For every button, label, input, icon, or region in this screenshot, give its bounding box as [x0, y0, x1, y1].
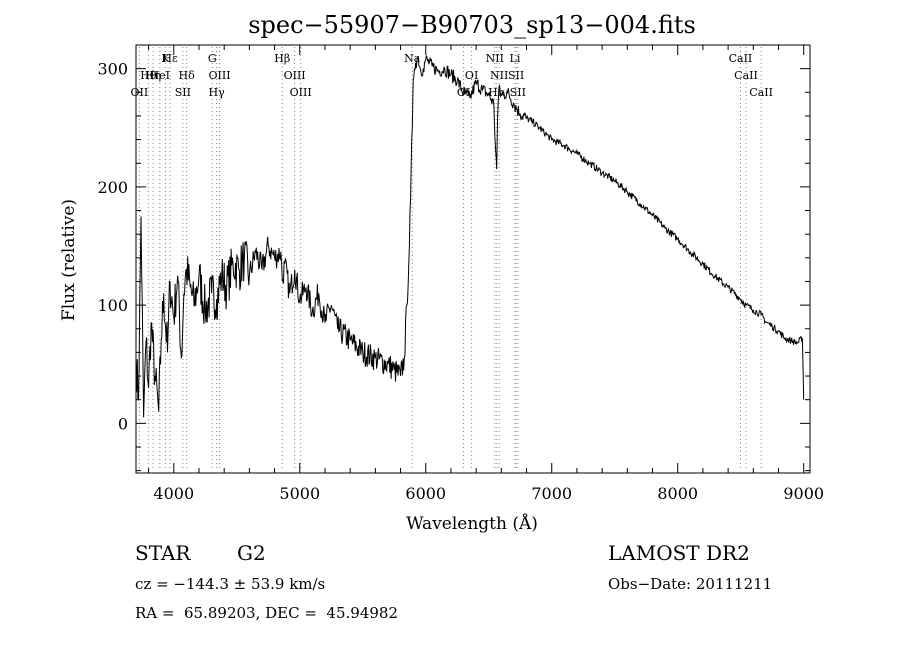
line-label: Hδ: [179, 69, 196, 82]
line-label: OIII: [284, 69, 306, 82]
line-label: G: [208, 52, 217, 65]
axis-ticks: 4000 5000 6000 7000 8000 9000 0 100 200 300: [97, 44, 824, 503]
line-label: CaII: [734, 69, 758, 82]
line-label: Hθ: [140, 69, 157, 82]
line-label: OIII: [290, 86, 312, 99]
ra-dec-coordinates: RA = 65.89203, DEC = 45.94982: [135, 604, 399, 622]
spectral-line-markers: [138, 47, 762, 471]
line-label: SII: [508, 69, 524, 82]
line-label: OI: [465, 69, 478, 82]
survey-name: LAMOST DR2: [608, 541, 750, 565]
chart-title: spec−55907−B90703_sp13−004.fits: [248, 11, 696, 39]
spectrum-line: [135, 55, 805, 418]
y-tick-label: 300: [97, 60, 128, 79]
observation-date: Obs−Date: 20111211: [608, 575, 773, 593]
line-label: Hγ: [209, 86, 226, 99]
y-tick-label: 200: [97, 178, 128, 197]
line-label: Hη: [145, 69, 161, 82]
line-label: SII: [175, 86, 191, 99]
line-label: K: [161, 52, 170, 65]
line-label: HeI: [150, 69, 170, 82]
redshift-velocity: cz = −144.3 ± 53.9 km/s: [135, 575, 326, 593]
x-tick-label: 9000: [783, 484, 824, 503]
y-tick-label: 100: [97, 296, 128, 315]
line-label: NII: [486, 52, 504, 65]
x-axis-label: Wavelength (Å): [406, 513, 538, 534]
line-label: NII: [490, 69, 508, 82]
line-label: Hβ: [274, 52, 290, 65]
line-label: CaII: [729, 52, 753, 65]
x-tick-label: 6000: [405, 484, 446, 503]
x-tick-label: 8000: [657, 484, 698, 503]
object-class: STAR: [135, 541, 191, 565]
line-label: SII: [510, 86, 526, 99]
y-tick-label: 0: [118, 414, 128, 433]
line-label: Li: [510, 52, 521, 65]
line-label: CaII: [749, 86, 773, 99]
x-tick-label: 7000: [531, 484, 572, 503]
y-axis-label: Flux (relative): [59, 199, 79, 321]
x-tick-label: 4000: [153, 484, 194, 503]
line-label: Hε: [162, 52, 178, 65]
object-subclass: G2: [237, 541, 266, 565]
x-tick-label: 5000: [279, 484, 320, 503]
plot-frame: [135, 44, 811, 474]
line-label: OIII: [208, 69, 230, 82]
